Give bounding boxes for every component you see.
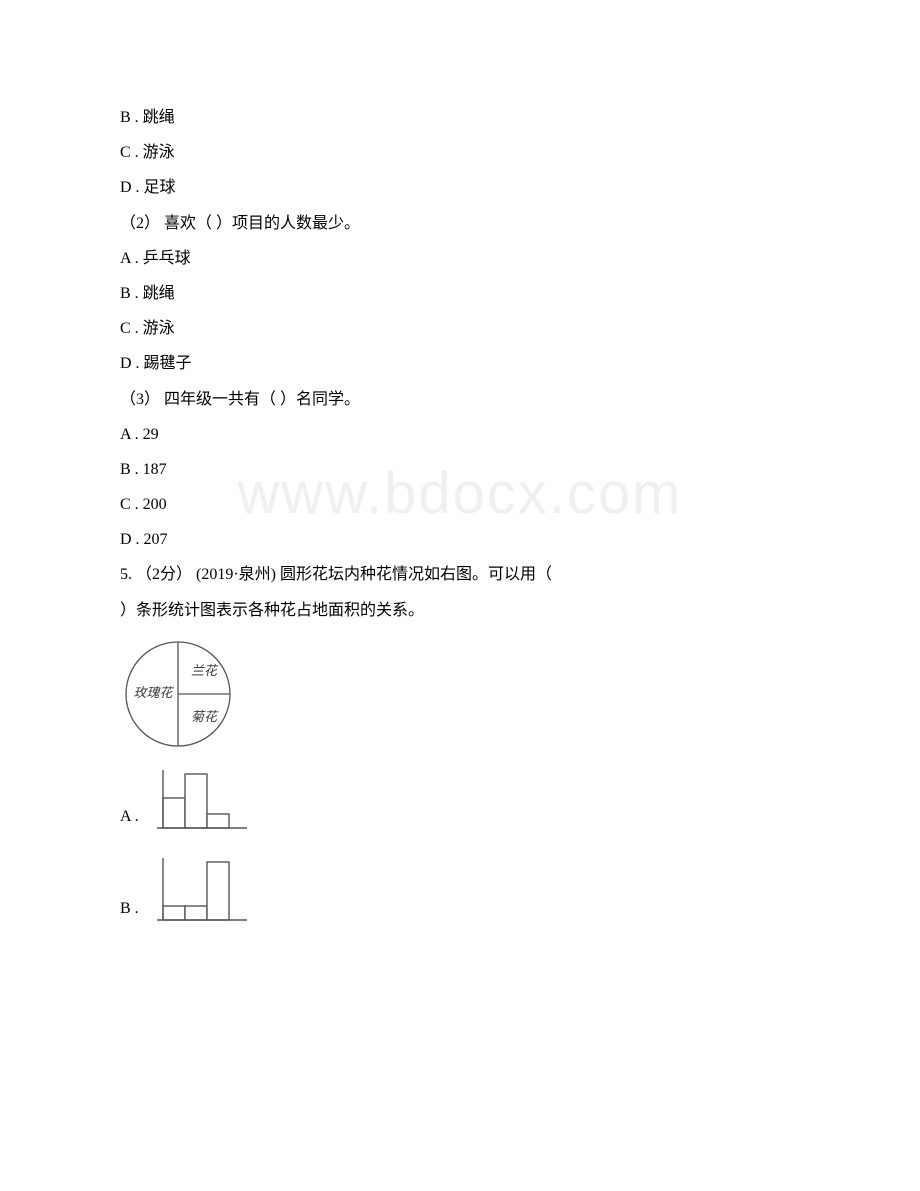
svg-text:玫瑰花: 玫瑰花 — [134, 685, 175, 700]
q2-part3-stem: （3） 四年级一共有（ ）名同学。 — [120, 382, 800, 417]
pie-chart: 玫瑰花 兰花菊花 — [120, 636, 800, 752]
q2-part2-d: D . 踢毽子 — [120, 346, 800, 381]
option-a-row: A . — [120, 766, 800, 836]
bar-chart-a — [145, 766, 255, 836]
q2-part2-stem: （2） 喜欢（ ）项目的人数最少。 — [120, 206, 800, 241]
pie-svg: 玫瑰花 兰花菊花 — [120, 636, 236, 752]
q2-part3-a: A . 29 — [120, 417, 800, 452]
q2-part3-b: B . 187 — [120, 452, 800, 487]
option-b-row: B . — [120, 850, 800, 928]
q2-part3-c: C . 200 — [120, 487, 800, 522]
q2-part2-b: B . 跳绳 — [120, 276, 800, 311]
q-option-d: D . 足球 — [120, 170, 800, 205]
q2-part3-d: D . 207 — [120, 522, 800, 557]
q5-stem-line1: 5. （2分） (2019·泉州) 圆形花坛内种花情况如右图。可以用（ — [120, 557, 800, 592]
svg-text:兰花: 兰花 — [191, 663, 219, 678]
bar-chart-b — [145, 850, 265, 928]
option-b-label: B . — [120, 891, 139, 926]
q2-part2-a: A . 乒乓球 — [120, 241, 800, 276]
svg-text:菊花: 菊花 — [191, 709, 219, 724]
page-content: B . 跳绳 C . 游泳 D . 足球 （2） 喜欢（ ）项目的人数最少。 A… — [120, 100, 800, 928]
q5-stem-line2: ）条形统计图表示各种花占地面积的关系。 — [120, 593, 800, 628]
option-a-label: A . — [120, 799, 139, 834]
q2-part2-c: C . 游泳 — [120, 311, 800, 346]
q-option-c: C . 游泳 — [120, 135, 800, 170]
q-option-b: B . 跳绳 — [120, 100, 800, 135]
